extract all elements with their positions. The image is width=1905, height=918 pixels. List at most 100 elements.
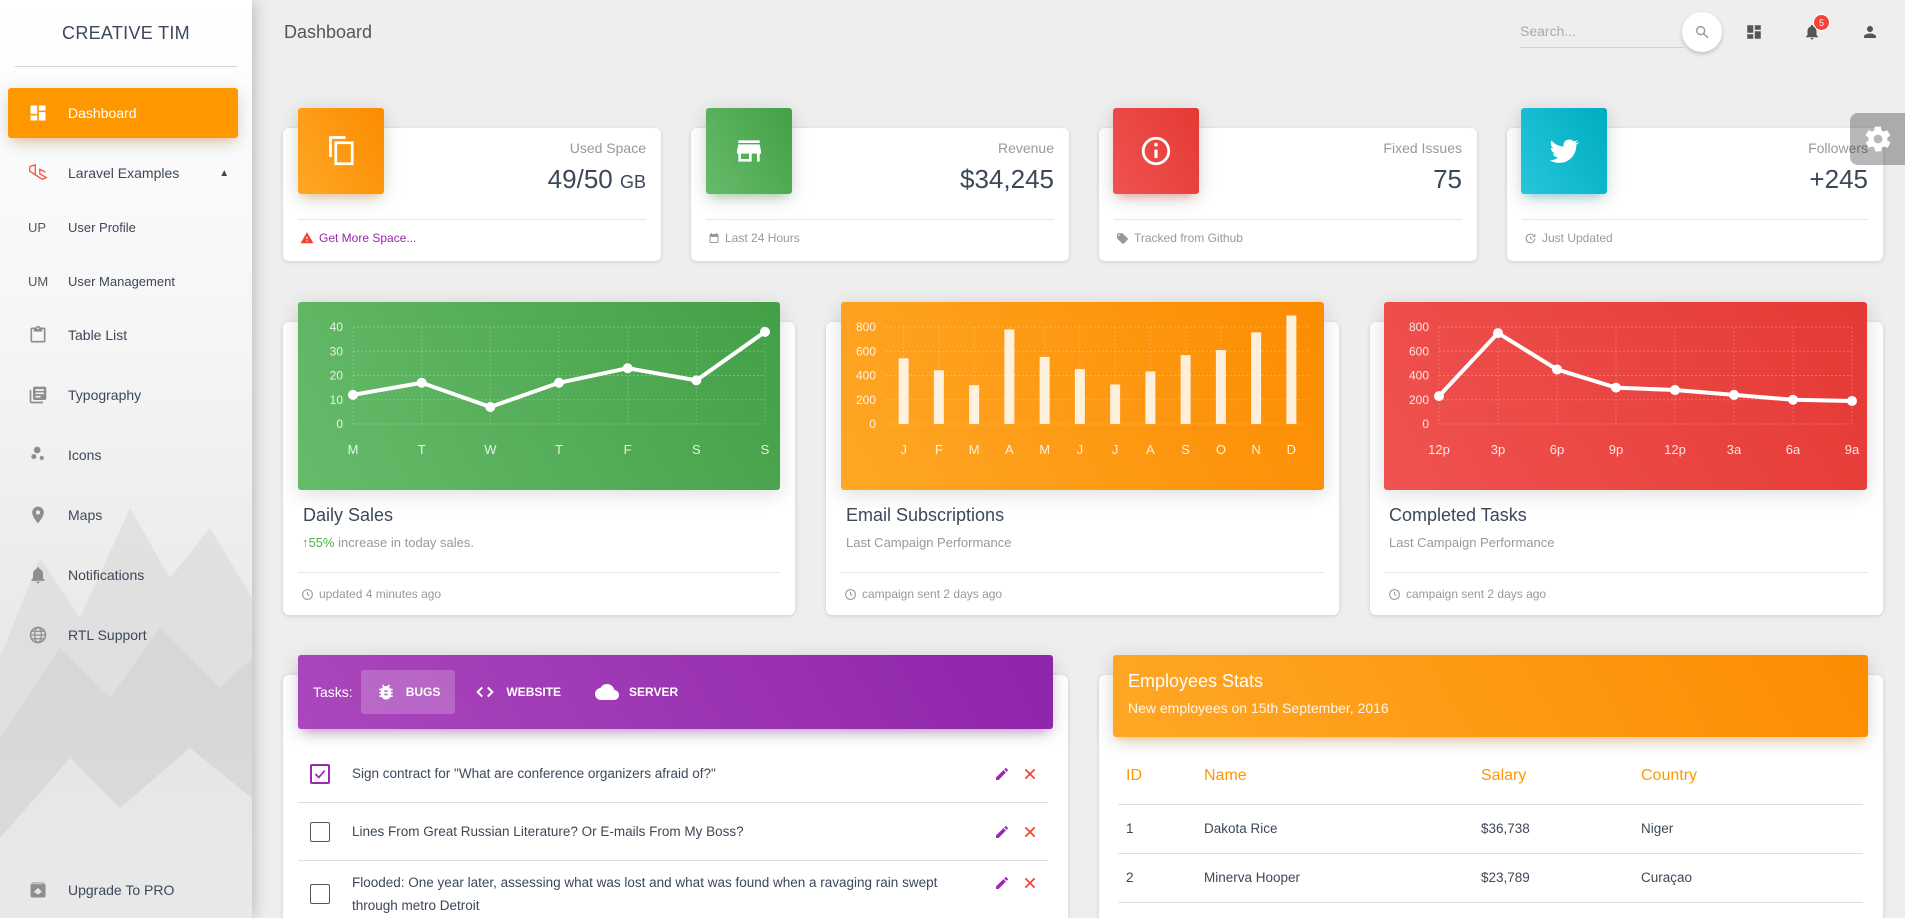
sidebar-item-label: Upgrade To PRO bbox=[68, 882, 175, 898]
task-actions bbox=[994, 875, 1038, 891]
column-header: Country bbox=[1633, 748, 1863, 805]
sidebar-item-laravel-examples[interactable]: Laravel Examples ▲ bbox=[8, 148, 238, 198]
sidebar-item-label: Notifications bbox=[68, 567, 145, 583]
task-checkbox[interactable] bbox=[310, 763, 330, 784]
x-tick-label: 12p bbox=[1428, 442, 1450, 457]
task-checkbox[interactable] bbox=[310, 884, 330, 904]
chart-footer-text: campaign sent 2 days ago bbox=[1406, 587, 1547, 601]
settings-toggle[interactable] bbox=[1850, 113, 1905, 165]
y-tick-label: 600 bbox=[1409, 344, 1429, 358]
dashboard-icon bbox=[27, 102, 49, 124]
y-tick-label: 200 bbox=[856, 393, 876, 407]
stat-value: 75 bbox=[1433, 164, 1462, 194]
sidebar-item-rtl-support[interactable]: RTL Support bbox=[8, 610, 238, 660]
user-button[interactable] bbox=[1858, 20, 1882, 44]
data-point bbox=[1492, 328, 1503, 339]
sidebar-item-user-management[interactable]: UM User Management bbox=[8, 256, 238, 306]
sidebar-item-notifications[interactable]: Notifications bbox=[8, 550, 238, 600]
edit-icon[interactable] bbox=[994, 766, 1010, 782]
tab-bugs[interactable]: BUGS bbox=[360, 670, 456, 714]
stat-category: Revenue bbox=[997, 140, 1054, 156]
sidebar-item-icons[interactable]: Icons bbox=[8, 430, 238, 480]
employees-title: Employees Stats bbox=[1128, 671, 1264, 691]
close-icon[interactable] bbox=[1022, 875, 1038, 891]
chart-subtitle-text: increase in today sales. bbox=[334, 535, 474, 550]
clock-icon bbox=[1388, 588, 1401, 601]
x-tick-label: J bbox=[900, 442, 907, 457]
y-tick-label: 30 bbox=[330, 344, 344, 358]
y-tick-label: 0 bbox=[336, 417, 343, 431]
tab-label: WEBSITE bbox=[506, 685, 562, 699]
brand-name: CREATIVE TIM bbox=[62, 23, 190, 43]
table-row: 2 Minerva Hooper $23,789 Curaçao bbox=[1118, 853, 1863, 903]
sidebar-item-upgrade-pro[interactable]: Upgrade To PRO bbox=[8, 865, 238, 915]
library-books-icon bbox=[27, 384, 49, 406]
sidebar-item-dashboard[interactable]: Dashboard bbox=[8, 88, 238, 138]
data-point bbox=[1787, 394, 1798, 405]
employees-table: ID Name Salary Country 1 Dakota Rice $36… bbox=[1118, 748, 1863, 903]
page-title[interactable]: Dashboard bbox=[284, 22, 373, 42]
search-button[interactable] bbox=[1682, 12, 1722, 52]
unarchive-icon bbox=[27, 879, 49, 901]
y-tick-label: 40 bbox=[330, 320, 344, 334]
close-icon[interactable] bbox=[1022, 766, 1038, 782]
table-cell: Niger bbox=[1633, 804, 1863, 854]
task-checkbox[interactable] bbox=[310, 821, 330, 842]
brand-logo[interactable]: CREATIVE TIM bbox=[0, 0, 252, 67]
tab-website[interactable]: WEBSITE bbox=[459, 670, 576, 714]
sidebar-item-maps[interactable]: Maps bbox=[8, 490, 238, 540]
search-field[interactable] bbox=[1520, 16, 1684, 48]
sidebar-item-label: Table List bbox=[68, 327, 128, 343]
stat-footer: Get More Space... bbox=[300, 231, 416, 245]
close-icon[interactable] bbox=[1022, 824, 1038, 840]
bell-icon bbox=[27, 564, 49, 586]
arrow-up-icon: ↑ bbox=[302, 535, 309, 550]
completed-tasks-chart: 0 200 400 600 800 12p 3p 6p 9p 12p 3a 6a 9a bbox=[1384, 302, 1867, 490]
stat-footer-text: Just Updated bbox=[1542, 231, 1613, 245]
daily-sales-chart: 0 10 20 30 40 M T W T F S S bbox=[298, 302, 780, 490]
tag-icon bbox=[1116, 232, 1129, 245]
tab-label: BUGS bbox=[405, 685, 441, 699]
table-row: 1 Dakota Rice $36,738 Niger bbox=[1118, 804, 1863, 854]
edit-icon[interactable] bbox=[994, 875, 1010, 891]
dashboard-button[interactable] bbox=[1742, 20, 1766, 44]
chart-subtitle: Last Campaign Performance bbox=[846, 535, 1012, 550]
edit-icon[interactable] bbox=[994, 824, 1010, 840]
sidebar: CREATIVE TIM Dashboard Laravel Examples … bbox=[0, 0, 252, 918]
employees-header: Employees Stats New employees on 15th Se… bbox=[1113, 655, 1868, 737]
table-cell: Curaçao bbox=[1633, 853, 1863, 903]
bar bbox=[1145, 371, 1156, 424]
stat-category: Followers bbox=[1808, 140, 1868, 156]
sidebar-item-table-list[interactable]: Table List bbox=[8, 310, 238, 360]
stat-icon-box bbox=[1521, 108, 1607, 194]
caret-up-icon: ▲ bbox=[219, 167, 230, 179]
x-tick-label: A bbox=[1005, 442, 1014, 457]
x-tick-label: M bbox=[1039, 442, 1050, 457]
task-text: Sign contract for "What are conference o… bbox=[352, 766, 716, 781]
search-input[interactable] bbox=[1520, 16, 1684, 46]
column-header: ID bbox=[1118, 748, 1196, 805]
stat-footer: Last 24 Hours bbox=[708, 231, 800, 245]
column-header: Salary bbox=[1473, 748, 1633, 805]
bug-icon bbox=[376, 682, 396, 702]
sidebar-item-label: User Profile bbox=[68, 219, 136, 235]
y-tick-label: 600 bbox=[856, 344, 876, 358]
x-tick-label: D bbox=[1287, 442, 1296, 457]
x-tick-label: N bbox=[1251, 442, 1260, 457]
data-point bbox=[1551, 364, 1562, 375]
task-row: Sign contract for "What are conference o… bbox=[298, 745, 1048, 803]
x-tick-label: 6a bbox=[1786, 442, 1801, 457]
x-tick-label: O bbox=[1216, 442, 1226, 457]
table-cell: 2 bbox=[1118, 853, 1196, 903]
column-header: Name bbox=[1196, 748, 1473, 805]
chart-footer-text: updated 4 minutes ago bbox=[319, 587, 442, 601]
stat-icon-box bbox=[298, 108, 384, 194]
code-icon bbox=[474, 681, 496, 703]
chart-footer: campaign sent 2 days ago bbox=[1388, 587, 1546, 601]
get-more-space-link[interactable]: Get More Space... bbox=[319, 231, 417, 245]
sidebar-item-typography[interactable]: Typography bbox=[8, 370, 238, 420]
sidebar-item-user-profile[interactable]: UP User Profile bbox=[8, 202, 238, 252]
tab-server[interactable]: SERVER bbox=[580, 670, 693, 714]
employees-subtitle: New employees on 15th September, 2016 bbox=[1128, 700, 1389, 716]
task-row: Lines From Great Russian Literature? Or … bbox=[298, 803, 1048, 861]
